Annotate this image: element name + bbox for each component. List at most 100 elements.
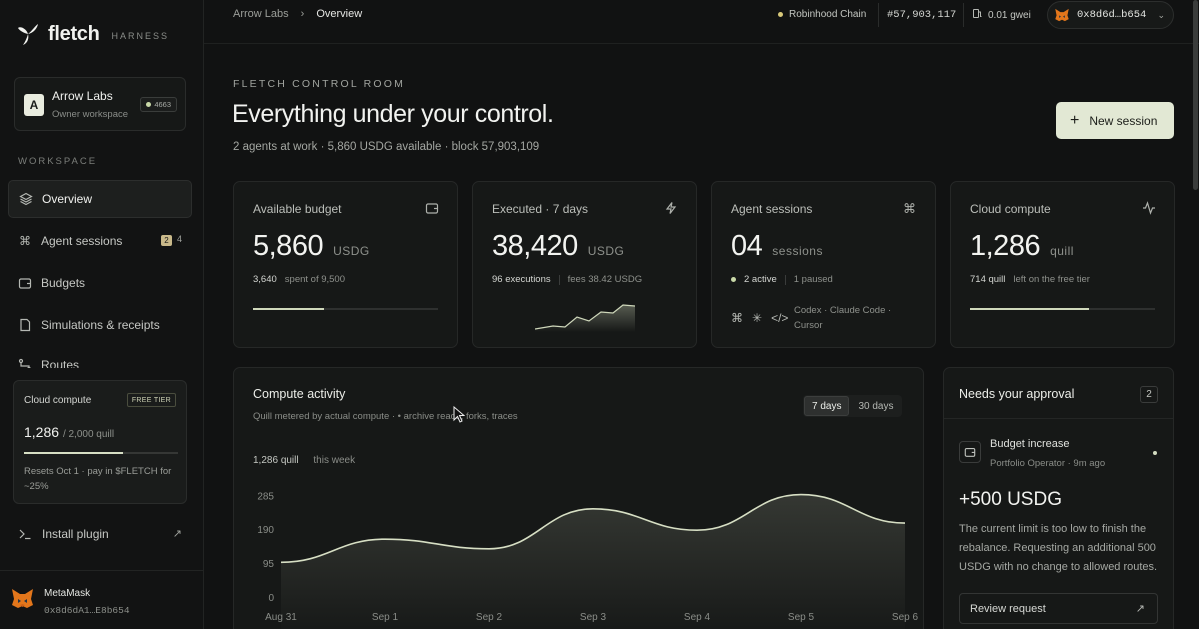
page-eyebrow: FLETCH CONTROL ROOM	[233, 78, 406, 90]
x-tick-label: Sep 1	[372, 612, 399, 623]
chart-area-fill	[281, 494, 905, 629]
claude-code-icon: ✳	[752, 311, 763, 325]
stat-card-budget[interactable]: Available budget 5,860 USDG 3,640 spent o…	[233, 181, 458, 348]
stat-meta: 96 executions fees 38.42 USDG	[492, 274, 642, 285]
review-request-button[interactable]: Review request ↗	[959, 593, 1158, 624]
cloud-compute-used: 1,286	[24, 424, 60, 440]
chevron-down-icon: ⌄	[1157, 10, 1165, 20]
review-request-label: Review request	[970, 602, 1046, 615]
external-link-icon: ↗	[172, 528, 182, 540]
activity-total-period: this week	[313, 455, 356, 466]
workspace-name: Arrow Labs	[52, 89, 113, 103]
sidebar-item-label: Budgets	[41, 276, 86, 290]
stat-title: Agent sessions	[731, 202, 813, 216]
brand-logo[interactable]: fletch HARNESS	[16, 22, 169, 46]
cloud-compute-title: Cloud compute	[24, 395, 92, 406]
install-plugin-label: Install plugin	[42, 527, 109, 541]
activity-total-value: 1,286	[253, 455, 279, 466]
stat-meta-secondary: left on the free tier	[1013, 274, 1090, 285]
page-title: Everything under your control.	[232, 100, 554, 128]
wallet-dropdown[interactable]: 0x8d6d…b654 ⌄	[1047, 1, 1174, 29]
new-session-button[interactable]: + New session	[1056, 102, 1174, 139]
sidebar-section-label: WORKSPACE	[18, 156, 98, 167]
sidebar-item-budgets[interactable]: Budgets	[8, 264, 192, 302]
range-toggle: 7 days 30 days	[803, 395, 902, 417]
cloud-compute-card[interactable]: Cloud compute FREE TIER 1,286 / 2,000 qu…	[13, 380, 187, 504]
sidebar: fletch HARNESS A Arrow Labs Owner worksp…	[0, 0, 204, 629]
workspace-switcher[interactable]: A Arrow Labs Owner workspace 4663	[14, 77, 186, 131]
sidebar-divider	[0, 570, 203, 571]
stat-meta-primary: 96 executions	[492, 274, 551, 285]
cloud-progress	[970, 308, 1155, 310]
agent-icons: ⌘ ✳ </>	[731, 311, 788, 325]
meta-separator	[558, 274, 560, 285]
plus-icon: +	[1070, 111, 1080, 129]
cursor-code-icon: </>	[771, 311, 789, 325]
status-dot-icon	[146, 102, 152, 107]
network-name: Robinhood Chain	[789, 9, 867, 20]
block-number: #57,903,117	[878, 3, 956, 27]
brand-name: fletch	[48, 22, 100, 45]
sidebar-item-label: Routes	[41, 358, 80, 368]
stat-number: 04	[731, 230, 763, 262]
panel-divider	[944, 418, 1173, 419]
active-dot-icon	[731, 277, 736, 282]
sidebar-item-simulations[interactable]: Simulations & receipts	[8, 306, 192, 344]
panel-title: Compute activity	[253, 387, 346, 401]
stat-card-executed[interactable]: Executed · 7 days 38,420 USDG 96 executio…	[472, 181, 697, 348]
stat-value: 1,286 quill	[970, 230, 1074, 263]
stat-meta: 2 active 1 paused	[731, 274, 833, 285]
page-scrollbar[interactable]	[1193, 0, 1198, 190]
stat-meta-secondary: spent of 9,500	[284, 274, 345, 285]
workspace-chain-badge: 4663	[140, 97, 177, 112]
gas-pump-icon	[972, 8, 983, 22]
request-amount: +500 USDG	[959, 489, 1062, 510]
breadcrumb: Arrow Labs › Overview	[233, 8, 362, 20]
breadcrumb-current: Overview	[316, 8, 363, 20]
lightning-icon	[665, 202, 677, 214]
metamask-fox-icon	[12, 589, 33, 608]
activity-icon	[1143, 201, 1155, 215]
sessions-active-badge: 2	[161, 235, 172, 246]
stat-meta-secondary: 1 paused	[793, 274, 833, 285]
x-tick-label: Sep 4	[684, 612, 711, 623]
install-plugin-button[interactable]: Install plugin ↗	[8, 516, 192, 552]
wallet-address: 0x8d6dA1…E8b654	[44, 605, 130, 616]
panel-subtitle: Quill metered by actual compute · • arch…	[253, 411, 518, 422]
stat-meta: 3,640 spent of 9,500	[253, 274, 345, 285]
range-option-30-days[interactable]: 30 days	[858, 400, 894, 412]
terminal-icon	[18, 527, 32, 541]
stat-number: 1,286	[970, 230, 1041, 262]
stat-value: 38,420 USDG	[492, 230, 624, 263]
network-indicator[interactable]: Robinhood Chain	[778, 9, 866, 20]
stat-value: 5,860 USDG	[253, 230, 370, 263]
range-option-7-days[interactable]: 7 days	[804, 396, 850, 416]
stat-meta: 714 quill left on the free tier	[970, 274, 1090, 285]
compute-activity-panel: Compute activity Quill metered by actual…	[233, 367, 924, 629]
gas-price: 0.01 gwei	[963, 3, 1031, 27]
sidebar-item-overview[interactable]: Overview	[8, 180, 192, 218]
stat-number: 38,420	[492, 230, 578, 262]
wallet-account[interactable]: MetaMask 0x8d6dA1…E8b654	[10, 586, 130, 616]
sidebar-item-routes[interactable]: Routes	[8, 348, 192, 368]
y-tick-label: 285	[257, 491, 274, 502]
command-icon: ⌘	[19, 234, 31, 248]
codex-icon: ⌘	[731, 311, 743, 325]
x-tick-label: Sep 2	[476, 612, 503, 623]
stat-unit: USDG	[587, 244, 625, 258]
stat-card-cloud[interactable]: Cloud compute 1,286 quill 714 quill left …	[950, 181, 1175, 348]
stat-meta-primary: 714 quill	[970, 274, 1006, 285]
chart-series-line	[280, 493, 906, 564]
sidebar-item-agent-sessions[interactable]: ⌘ Agent sessions 2 4	[8, 222, 192, 260]
wallet-name: MetaMask	[44, 588, 91, 599]
wallet-account-details: MetaMask 0x8d6dA1…E8b654	[44, 586, 130, 616]
cloud-progress-fill	[970, 308, 1089, 310]
activity-total: 1,286 quill this week	[253, 455, 355, 466]
x-tick-label: Sep 5	[788, 612, 815, 623]
stat-value: 04 sessions	[731, 230, 823, 263]
request-description: The current limit is too low to finish t…	[959, 523, 1158, 573]
breadcrumb-workspace[interactable]: Arrow Labs	[233, 8, 289, 20]
wallet-icon	[18, 276, 32, 290]
sidebar-item-label: Simulations & receipts	[41, 318, 160, 332]
stat-card-sessions[interactable]: Agent sessions ⌘ 04 sessions 2 active 1 p…	[711, 181, 936, 348]
